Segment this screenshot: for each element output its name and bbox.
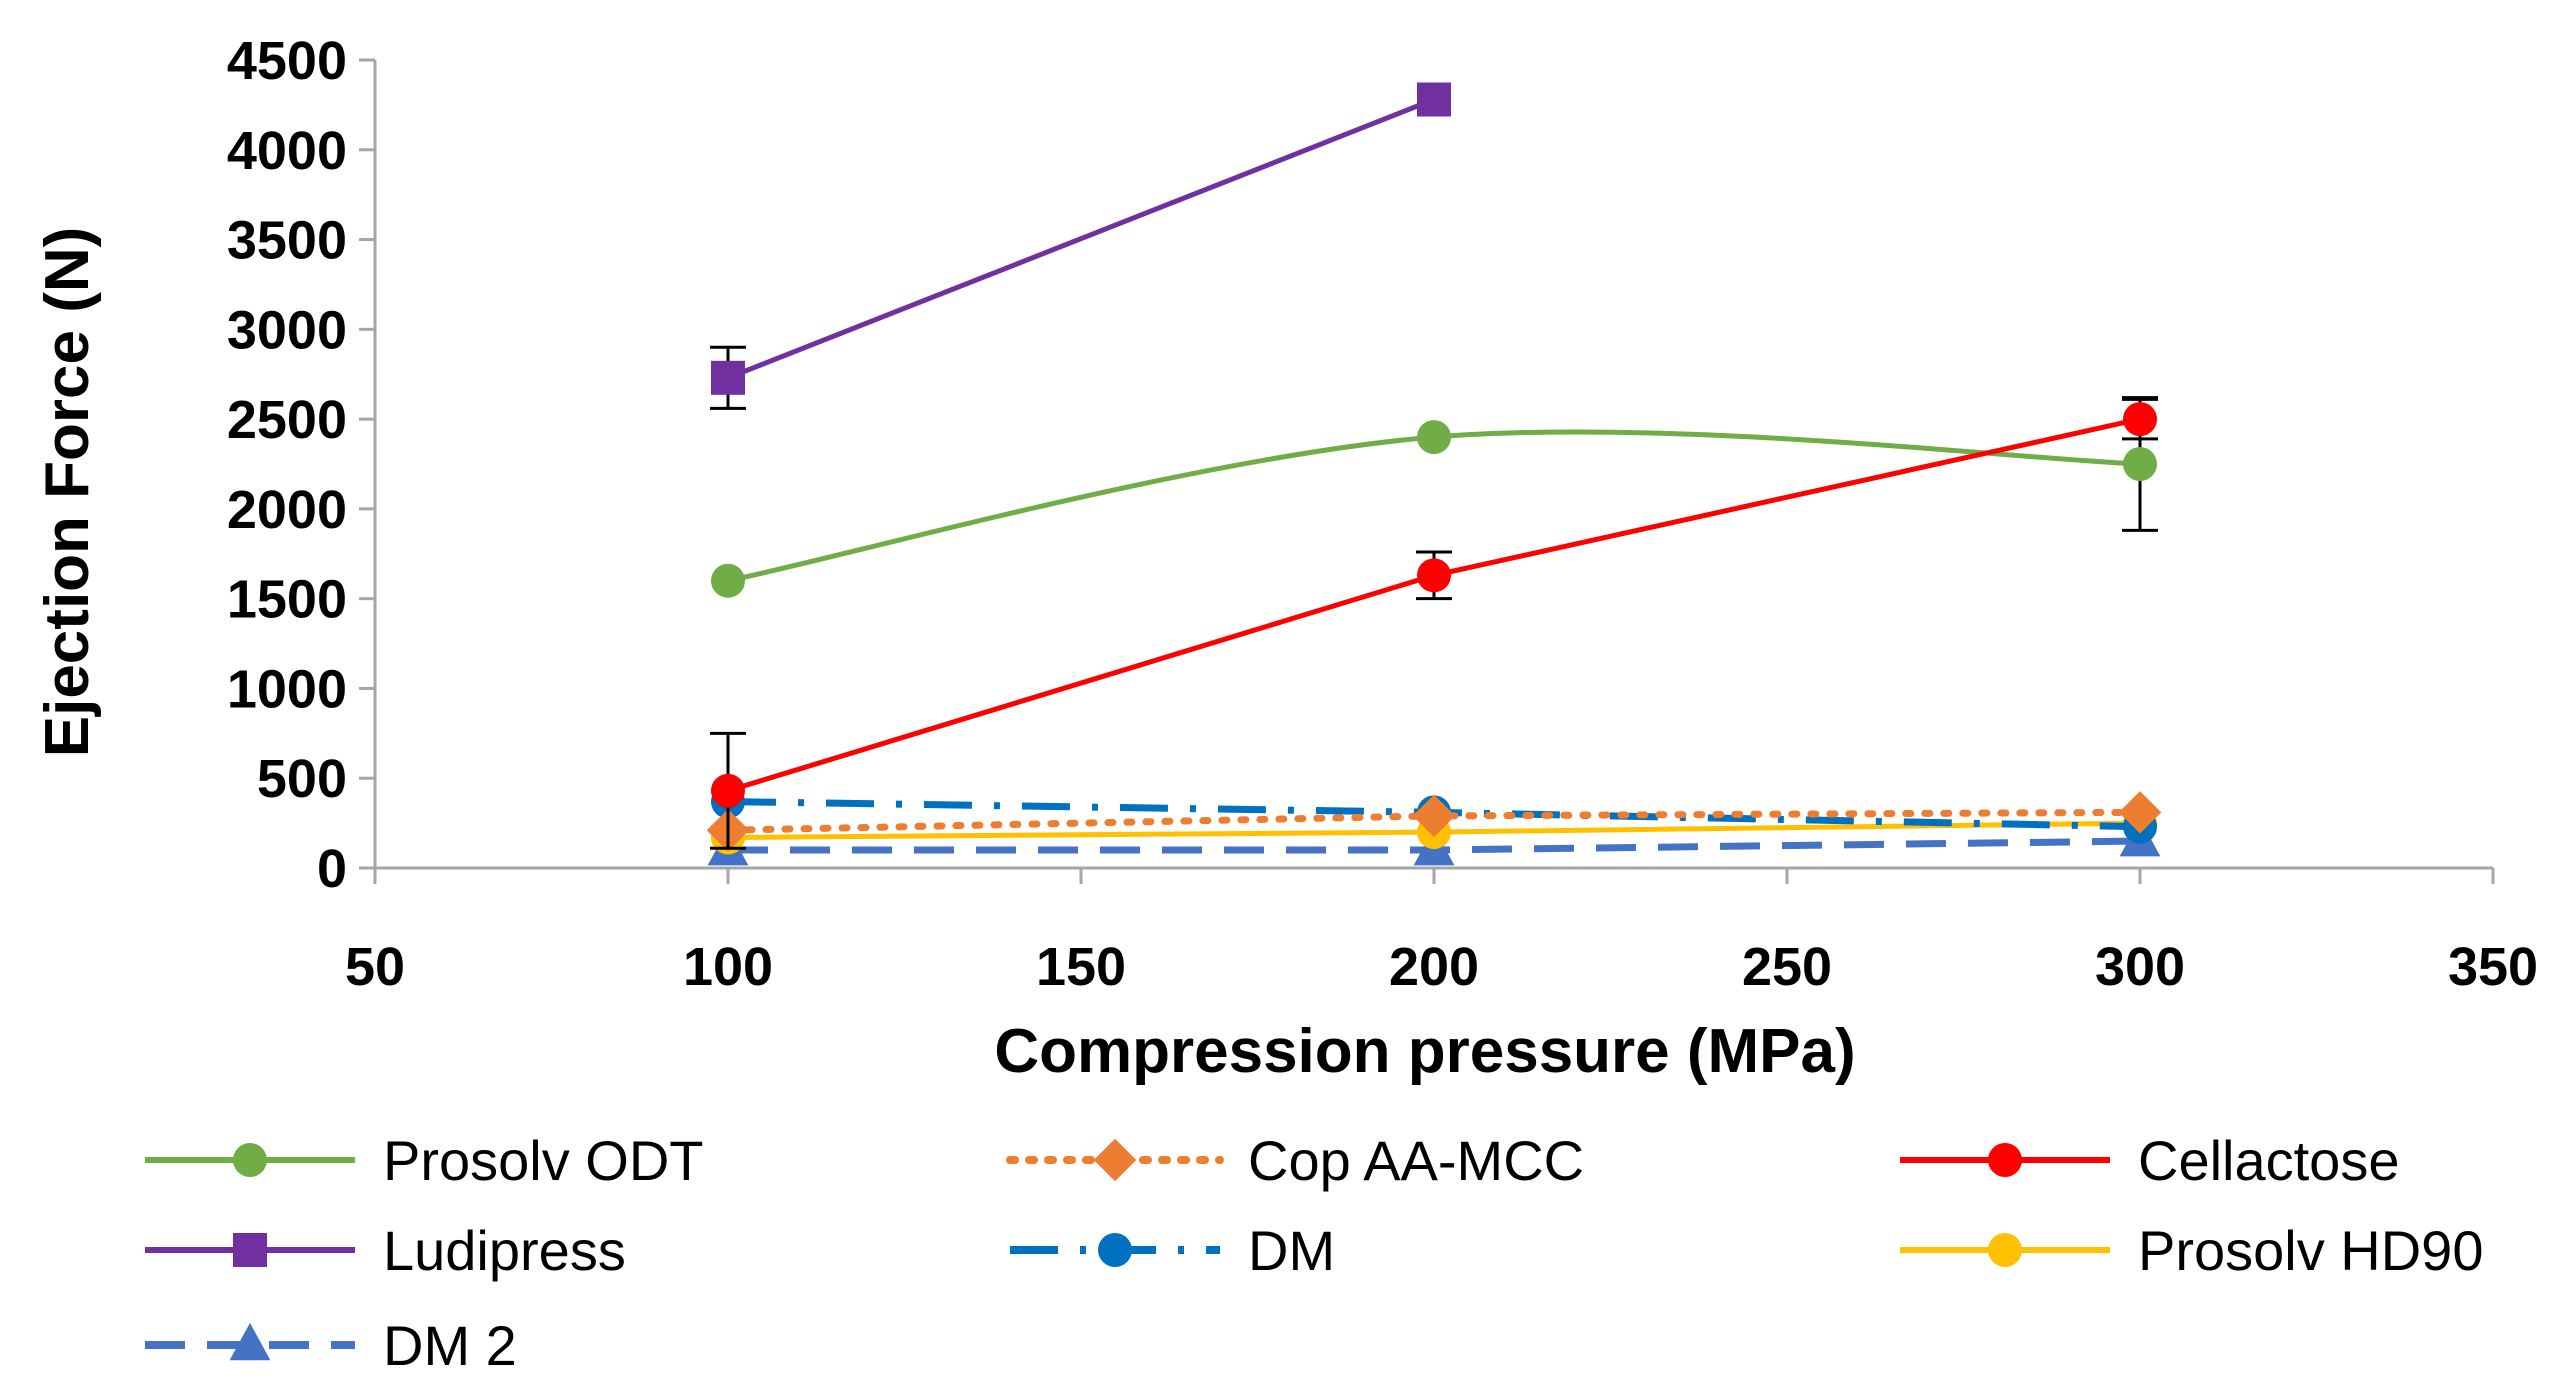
data-point-prosolv-odt — [2123, 447, 2157, 481]
legend-entry-ludipress: Ludipress — [145, 1219, 626, 1282]
data-point-ludipress — [1417, 82, 1451, 117]
series-cellactose — [710, 397, 2158, 850]
legend-entry-cop-aa-mcc: Cop AA-MCC — [1006, 1129, 1584, 1192]
legend-entry-dm-2: DM 2 — [145, 1314, 517, 1377]
y-axis-title: Ejection Force (N) — [33, 227, 102, 758]
legend-label-prosolv-hd90: Prosolv HD90 — [2138, 1219, 2483, 1282]
data-point-cop-aa-mcc — [2118, 791, 2162, 834]
data-point-cop-aa-mcc — [1412, 794, 1456, 838]
legend-label-prosolv-odt: Prosolv ODT — [383, 1129, 704, 1192]
legend-entry-dm: DM — [1010, 1219, 1335, 1282]
data-point-prosolv-odt — [1417, 420, 1451, 455]
y-tick-label: 4000 — [227, 121, 347, 181]
legend-entry-prosolv-odt: Prosolv ODT — [145, 1129, 704, 1192]
series-ludipress — [710, 82, 1451, 410]
legend-marker-prosolv-odt — [233, 1143, 267, 1177]
y-tick-label: 500 — [257, 749, 347, 809]
series-cop-aa-mcc — [706, 791, 2162, 852]
y-tick-label: 3500 — [227, 211, 347, 271]
plot-area — [706, 82, 2162, 866]
legend-label-dm-2: DM 2 — [383, 1314, 517, 1377]
legend-entry-cellactose: Cellactose — [1900, 1129, 2399, 1192]
legend-marker-dm — [1098, 1233, 1132, 1267]
y-tick-label: 2500 — [227, 390, 347, 450]
legend-marker-prosolv-hd90 — [1988, 1233, 2022, 1267]
series-line-ludipress — [727, 97, 1435, 381]
legend-entry-prosolv-hd90: Prosolv HD90 — [1900, 1219, 2483, 1282]
x-tick-label: 150 — [1036, 937, 1126, 997]
legend-marker-dm-2 — [229, 1322, 271, 1361]
data-point-ludipress — [711, 360, 745, 395]
y-tick-label: 4500 — [227, 31, 347, 91]
axes: 0 500 1000 1500 2000 2500 3000 3500 4000 4500 50 10… — [227, 31, 2538, 997]
x-tick-label: 300 — [2095, 937, 2185, 997]
x-tick-label: 350 — [2448, 937, 2538, 997]
y-tick-label: 0 — [317, 839, 347, 899]
legend-label-ludipress: Ludipress — [383, 1219, 626, 1282]
x-tick-label: 200 — [1389, 937, 1479, 997]
y-tick-label: 2000 — [227, 480, 347, 540]
legend-label-cop-aa-mcc: Cop AA-MCC — [1248, 1129, 1584, 1192]
legend-label-cellactose: Cellactose — [2138, 1129, 2399, 1192]
data-point-cellactose — [711, 773, 745, 808]
y-tick-label: 1000 — [227, 659, 347, 719]
legend-marker-ludipress — [233, 1233, 267, 1267]
series-prosolv-odt — [711, 396, 2158, 598]
series-line-cellactose — [727, 416, 2141, 794]
data-point-cellactose — [2123, 402, 2157, 437]
x-tick-label: 100 — [683, 937, 773, 997]
x-axis-title: Compression pressure (MPa) — [994, 1017, 1855, 1086]
data-point-prosolv-odt — [711, 563, 745, 598]
y-tick-label: 3000 — [227, 300, 347, 360]
data-point-cellactose — [1417, 558, 1451, 593]
y-tick-label: 1500 — [227, 570, 347, 630]
legend-label-dm: DM — [1248, 1219, 1335, 1282]
legend-marker-cellactose — [1988, 1143, 2022, 1177]
legend-marker-cop-aa-mcc — [1093, 1138, 1137, 1182]
x-tick-label: 250 — [1742, 937, 1832, 997]
x-tick-label: 50 — [345, 937, 405, 997]
legend: Prosolv ODT Cop AA-MCC Cellactose Ludipress… — [145, 1129, 2483, 1377]
